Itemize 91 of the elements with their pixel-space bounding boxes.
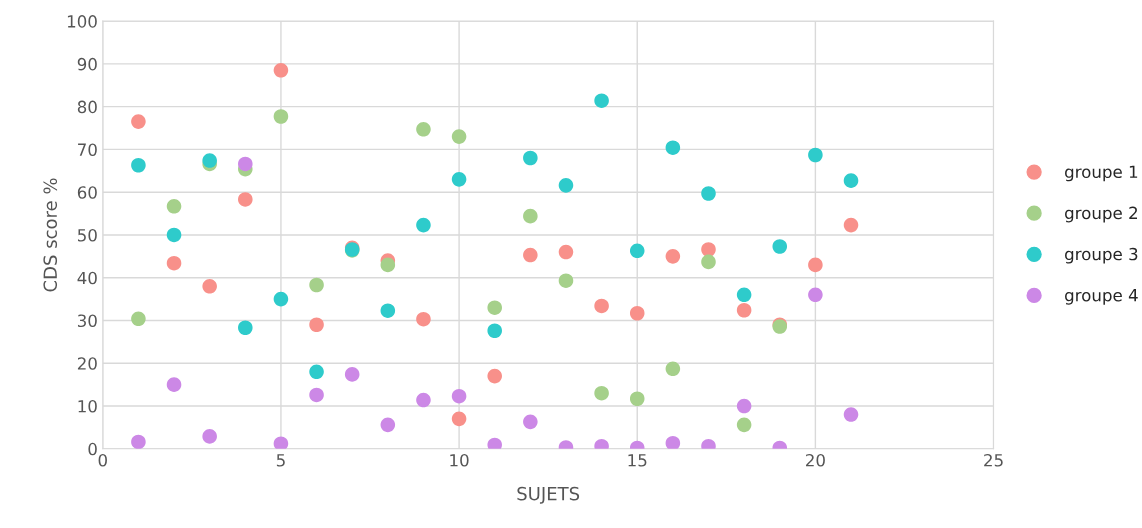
point (665, 249, 681, 264)
point (380, 303, 396, 318)
legend-label: groupe 3 (1065, 247, 1138, 264)
point (701, 186, 716, 201)
x-axis-title: SUJETS (517, 486, 580, 504)
point (344, 367, 360, 382)
point (736, 302, 752, 318)
point (487, 300, 502, 315)
point (594, 93, 609, 108)
point (166, 377, 182, 392)
point (558, 244, 574, 260)
point (487, 323, 502, 339)
x-tick-label: 20 (806, 453, 825, 467)
point (202, 429, 217, 444)
point (309, 317, 324, 333)
point (736, 287, 752, 303)
point (202, 279, 217, 294)
point (131, 434, 146, 449)
point (416, 311, 431, 327)
point (701, 242, 716, 257)
point (273, 436, 289, 449)
point (558, 273, 574, 289)
point (416, 122, 431, 137)
point (808, 257, 823, 273)
y-tick-label: 100 (67, 15, 97, 28)
point (380, 257, 396, 273)
point (380, 417, 396, 433)
point (273, 291, 289, 307)
point (594, 298, 609, 314)
point (451, 172, 467, 187)
point (736, 417, 752, 433)
point (309, 364, 324, 380)
point (166, 227, 182, 243)
point (665, 140, 681, 155)
point (523, 150, 538, 166)
legend-label: groupe 4 (1065, 289, 1138, 305)
point (843, 407, 859, 422)
point (665, 435, 681, 449)
point (665, 361, 681, 377)
point (594, 385, 609, 401)
y-tick-label: 10 (78, 399, 97, 413)
point (808, 147, 823, 163)
point (629, 243, 645, 259)
y-tick-label: 40 (77, 271, 97, 285)
point (843, 173, 859, 188)
legend-label: groupe 1 (1065, 165, 1138, 182)
x-tick-label: 0 (98, 453, 107, 467)
y-tick-label: 30 (77, 314, 97, 328)
point (202, 153, 217, 168)
point (166, 199, 182, 214)
y-tick-label: 20 (77, 357, 97, 370)
point (451, 411, 467, 427)
point (131, 311, 146, 327)
y-axis-title: CDS score % (43, 178, 58, 292)
point (843, 217, 859, 233)
point (238, 320, 253, 336)
y-tick-label: 70 (78, 143, 97, 156)
point (558, 178, 574, 193)
point (808, 287, 823, 303)
point (523, 208, 538, 224)
x-tick-label: 10 (450, 453, 469, 467)
point (166, 255, 182, 271)
point (629, 305, 645, 321)
point (309, 277, 324, 293)
point (772, 239, 788, 254)
point (238, 192, 253, 207)
point (273, 109, 289, 124)
point (273, 63, 289, 78)
x-tick-label: 15 (628, 454, 647, 467)
point (523, 414, 538, 430)
y-tick-label: 0 (88, 442, 97, 456)
point (131, 157, 146, 173)
point (451, 388, 467, 404)
legend-label: groupe 2 (1065, 206, 1137, 223)
x-tick-label: 25 (984, 453, 1003, 467)
point (238, 156, 253, 172)
point (629, 391, 645, 407)
point (131, 114, 146, 129)
y-tick-label: 60 (77, 186, 97, 199)
y-tick-label: 90 (77, 57, 97, 71)
point (416, 392, 431, 408)
y-tick-label: 50 (78, 228, 97, 242)
point (736, 398, 752, 414)
point (451, 129, 467, 144)
y-tick-label: 80 (77, 100, 97, 114)
point (309, 387, 324, 403)
point (701, 254, 716, 270)
x-tick-label: 5 (276, 454, 285, 467)
point (416, 217, 431, 233)
point (523, 247, 538, 263)
point (487, 368, 502, 384)
